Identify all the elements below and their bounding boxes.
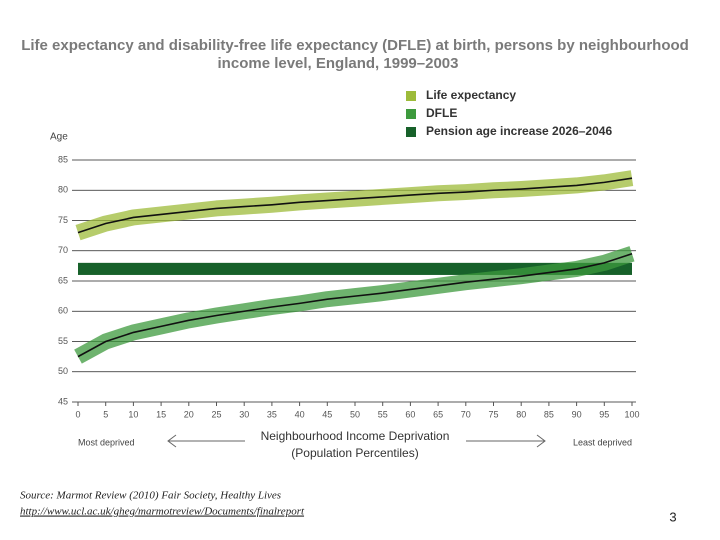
x-tick-label: 80 [516, 409, 526, 419]
y-tick-label: 80 [58, 185, 68, 195]
trend-line [77, 177, 633, 234]
x-tick-label: 20 [184, 409, 194, 419]
x-tick-label: 65 [433, 409, 443, 419]
x-tick-label: 30 [239, 409, 249, 419]
x-tick-label: 10 [128, 409, 138, 419]
y-tick-label: 85 [58, 154, 68, 164]
trend-line [77, 253, 633, 358]
source: Source: Marmot Review (2010) Fair Societ… [20, 490, 281, 502]
annotation: Least deprived [573, 437, 632, 447]
y-tick-label: 60 [58, 306, 68, 316]
arrows [167, 434, 546, 448]
x-tick-label: 35 [267, 409, 277, 419]
chart-title: income level, England, 1999–2003 [218, 55, 459, 72]
y-tick-label: 70 [58, 245, 68, 255]
legend-swatch [406, 127, 416, 137]
x-tick-label: 70 [461, 409, 471, 419]
x-axis-label: Neighbourhood Income Deprivation [261, 429, 450, 443]
x-tick-label: 25 [211, 409, 221, 419]
y-tick-label: 65 [58, 275, 68, 285]
legend-swatch [406, 91, 416, 101]
legend-label: Life expectancy [426, 88, 516, 102]
y-tick-label: 55 [58, 336, 68, 346]
source-url: http://www.ucl.ac.uk/gheg/marmotreview/D… [20, 506, 305, 518]
x-tick-label: 95 [599, 409, 609, 419]
x-tick-label: 90 [572, 409, 582, 419]
y-tick-label: 75 [58, 215, 68, 225]
x-tick-label: 55 [378, 409, 388, 419]
y-tick-label: 50 [58, 366, 68, 376]
page-number: 3 [669, 509, 676, 524]
series-cloud [75, 170, 634, 241]
legend-label: DFLE [426, 106, 457, 120]
x-axis-label: (Population Percentiles) [291, 446, 418, 460]
x-tick-label: 100 [624, 409, 639, 419]
legend-swatch [406, 109, 416, 119]
x-tick-label: 50 [350, 409, 360, 419]
x-tick-label: 75 [488, 409, 498, 419]
chart-title: Life expectancy and disability-free life… [21, 37, 689, 54]
x-tick-label: 45 [322, 409, 332, 419]
y-tick-label: 45 [58, 396, 68, 406]
annotation: Most deprived [78, 437, 135, 447]
legend-label: Pension age increase 2026–2046 [426, 124, 612, 138]
x-tick-label: 0 [75, 409, 80, 419]
x-tick-label: 85 [544, 409, 554, 419]
x-tick-label: 40 [295, 409, 305, 419]
x-tick-label: 5 [103, 409, 108, 419]
y-axis-label: Age [50, 132, 68, 143]
x-tick-label: 15 [156, 409, 166, 419]
x-tick-label: 60 [405, 409, 415, 419]
